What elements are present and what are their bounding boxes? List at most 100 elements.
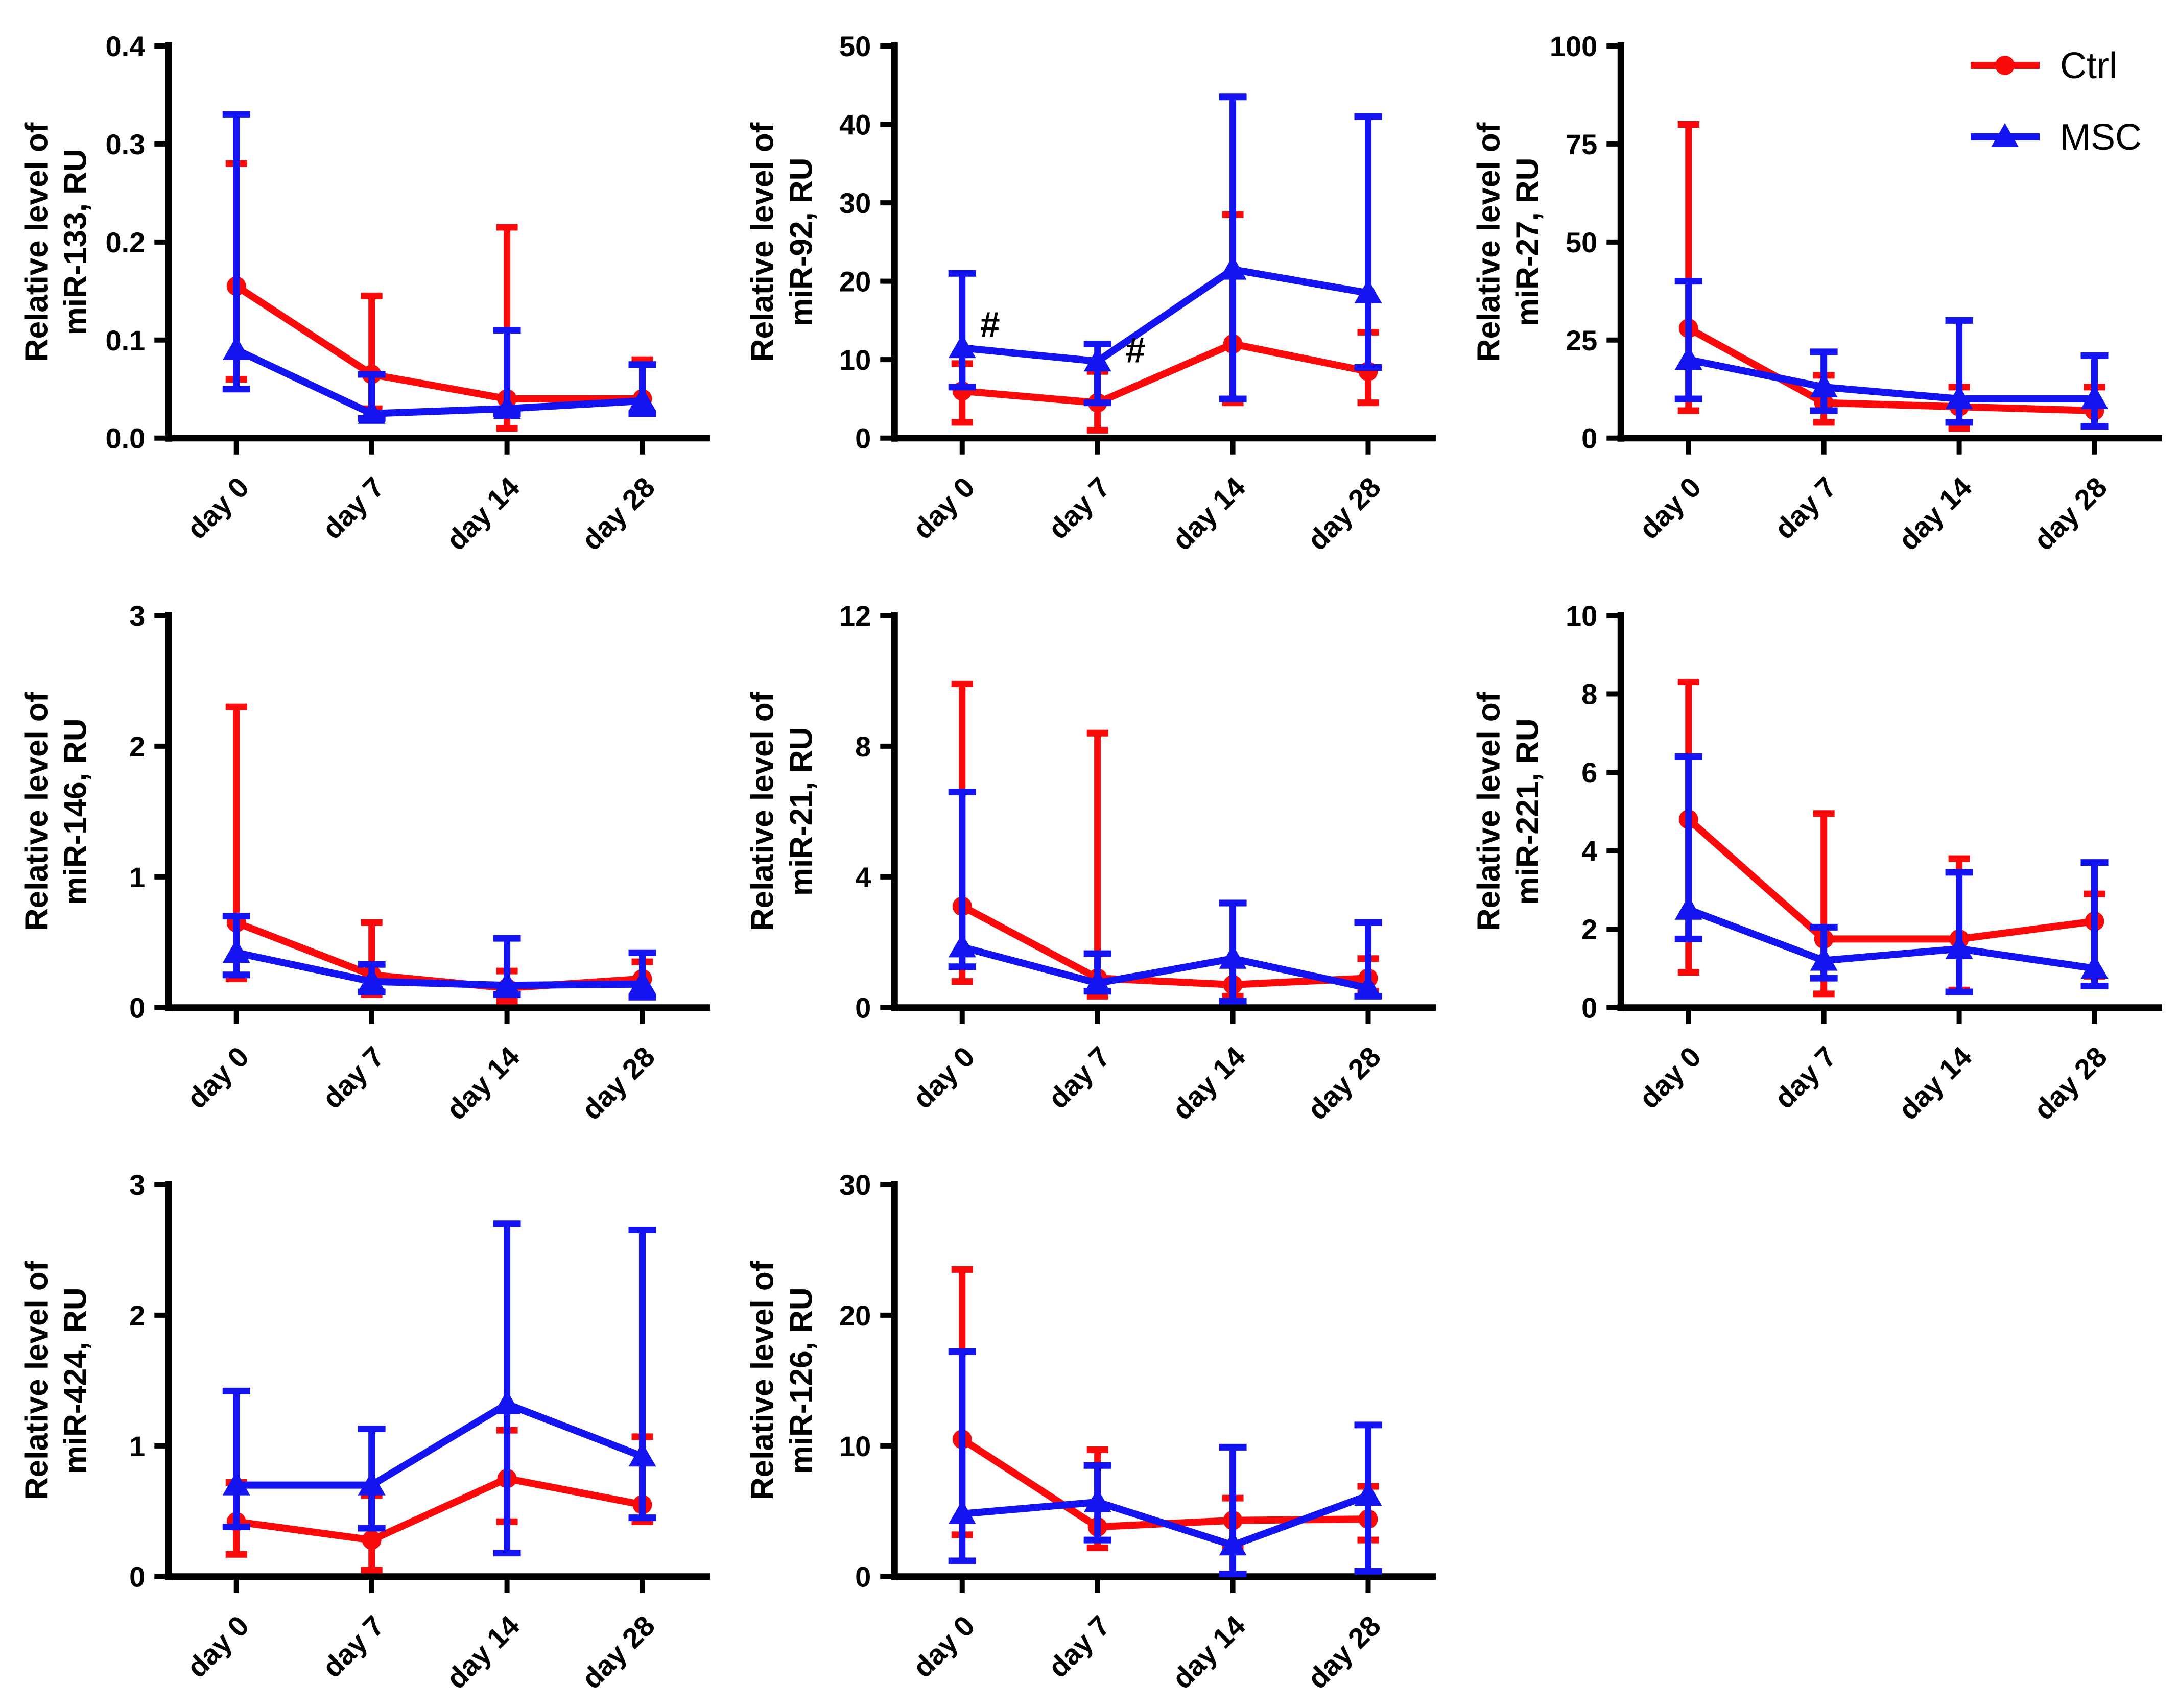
msc-error-bar	[1219, 93, 1247, 402]
msc-marker	[222, 1471, 250, 1496]
y-tick-label: 2	[129, 730, 145, 763]
msc-line	[961, 943, 1369, 991]
msc-marker	[493, 971, 521, 995]
y-tick-label: 20	[839, 266, 871, 298]
msc-error-bar	[1674, 278, 1702, 402]
msc-marker	[949, 334, 977, 359]
msc-series	[1674, 278, 2109, 430]
x-tick-label: day 14	[1166, 1040, 1252, 1126]
msc-line	[1688, 356, 2095, 402]
axes: 0.0 0.1 0.2 0.3 0.4 day 0 day 7 day 14 day 28	[105, 30, 710, 557]
msc-marker	[358, 399, 386, 424]
x-tick-label: day 7	[316, 1040, 390, 1114]
ctrl-line	[1687, 325, 2095, 414]
ctrl-line	[235, 1475, 643, 1544]
x-tick-label: day 14	[440, 1040, 526, 1126]
y-axis-title-line2: miR-424, RU	[58, 1288, 93, 1474]
y-axis-title-line2: miR-133, RU	[58, 149, 93, 335]
chart-panel-mir-146: 0 1 2 3 day 0 day 7 day 14 day 28 Relative level…	[0, 570, 726, 1139]
x-tick-label: day 14	[440, 471, 526, 557]
msc-marker	[1674, 346, 1702, 370]
x-tick-label: day 14	[1892, 471, 1978, 557]
ctrl-series	[225, 1427, 653, 1574]
ctrl-series	[1677, 121, 2105, 432]
chart-miR-92: 0 10 20 30 40 50 day 0 day 7 day 14 day 28 Relativ…	[745, 30, 1436, 557]
y-axis-title-line1: Relative level of	[19, 692, 54, 931]
y-tick-label: 4	[855, 861, 871, 893]
y-tick-label: 0	[1581, 991, 1597, 1024]
ctrl-series	[225, 160, 653, 432]
msc-marker	[1083, 969, 1111, 993]
ctrl-line	[960, 903, 1369, 988]
chart-panel-mir-21: 0 4 8 12 day 0 day 7 day 14 day 28 Relative leve…	[726, 570, 1452, 1139]
axes: 0 2 4 6 8 10 day 0 day 7 day 14 day 28	[1566, 600, 2162, 1126]
y-axis-title-line2: miR-92, RU	[784, 158, 819, 327]
y-axis-title-line1: Relative level of	[19, 1261, 54, 1501]
y-axis-title-line1: Relative level of	[1471, 122, 1506, 362]
msc-series	[222, 111, 656, 424]
chart-miR-27: 0 25 50 75 100 day 0 day 7 day 14 day 28 Relative…	[1471, 30, 2162, 556]
ctrl-series	[1677, 678, 2105, 998]
ctrl-line	[962, 340, 1369, 407]
y-tick-label: 8	[1581, 678, 1597, 710]
y-tick-label: 1	[129, 1430, 145, 1462]
msc-marker	[1083, 1488, 1111, 1513]
significance-annotation: #	[1126, 330, 1146, 370]
x-tick-label: day 0	[180, 1609, 255, 1684]
legend-label: Ctrl	[2060, 45, 2117, 86]
msc-marker	[358, 1471, 386, 1496]
x-tick-label: day 28	[1301, 1609, 1387, 1695]
msc-marker	[358, 967, 386, 992]
empty-cell	[1452, 1138, 2178, 1708]
y-axis-title-line2: miR-21, RU	[784, 727, 819, 896]
axes: 0 1 2 3 day 0 day 7 day 14 day 28	[129, 600, 710, 1126]
x-tick-label: day 14	[1166, 471, 1252, 557]
msc-marker	[1219, 255, 1247, 280]
y-axis-title-line1: Relative level of	[745, 1261, 780, 1501]
msc-series	[949, 93, 1382, 407]
msc-marker	[2080, 385, 2109, 409]
y-tick-label: 10	[839, 1430, 871, 1462]
x-tick-label: day 0	[1632, 1040, 1707, 1114]
y-tick-label: 0	[855, 1561, 871, 1593]
msc-marker	[493, 395, 521, 419]
y-axis-title-line2: miR-126, RU	[784, 1288, 819, 1474]
chart-miR-221: 0 2 4 6 8 10 day 0 day 7 day 14 day 28 Relative le…	[1471, 600, 2162, 1126]
msc-marker	[2080, 954, 2109, 979]
y-tick-label: 2	[1581, 913, 1597, 945]
msc-series	[222, 912, 656, 1001]
x-tick-label: day 0	[907, 1609, 981, 1684]
y-tick-label: 1	[129, 861, 145, 893]
ctrl-series	[952, 211, 1379, 434]
x-tick-label: day 0	[180, 1040, 255, 1114]
x-tick-label: day 7	[1042, 471, 1117, 545]
axes: 0 4 8 12 day 0 day 7 day 14 day 28	[839, 600, 1436, 1126]
ctrl-line	[234, 283, 643, 402]
axes: 0 25 50 75 100 day 0 day 7 day 14 day 28	[1550, 30, 2162, 556]
ctrl-line	[1686, 816, 2095, 943]
y-tick-label: 0	[855, 422, 871, 455]
msc-marker	[1810, 373, 1838, 397]
x-tick-label: day 28	[575, 471, 661, 557]
y-tick-label: 20	[839, 1299, 871, 1332]
chart-miR-126: 0 10 20 30 day 0 day 7 day 14 day 28 Relative le…	[745, 1169, 1436, 1695]
x-tick-label: day 14	[1166, 1609, 1252, 1695]
y-tick-label: 25	[1566, 324, 1597, 357]
y-tick-label: 30	[839, 187, 871, 219]
y-axis-title-line1: Relative level of	[745, 692, 780, 931]
msc-line	[962, 266, 1369, 365]
msc-line	[1687, 906, 2095, 972]
chart-miR-146: 0 1 2 3 day 0 day 7 day 14 day 28 Relative level…	[19, 600, 710, 1126]
legend: Ctrl MSC	[1970, 45, 2142, 158]
chart-panel-mir-424: 0 1 2 3 day 0 day 7 day 14 day 28 Relative level…	[0, 1138, 726, 1708]
x-tick-label: day 0	[180, 471, 255, 545]
msc-error-bar	[949, 1348, 977, 1564]
ctrl-series	[225, 703, 653, 1005]
ctrl-line	[235, 919, 643, 992]
legend-circle-marker	[1995, 55, 2015, 75]
y-tick-label: 100	[1550, 30, 1597, 62]
x-tick-label: day 28	[575, 1609, 661, 1695]
chart-miR-424: 0 1 2 3 day 0 day 7 day 14 day 28 Relative level…	[19, 1169, 710, 1695]
chart-panel-mir-126: 0 10 20 30 day 0 day 7 day 14 day 28 Relative le…	[726, 1138, 1452, 1708]
y-tick-label: 12	[839, 600, 871, 632]
